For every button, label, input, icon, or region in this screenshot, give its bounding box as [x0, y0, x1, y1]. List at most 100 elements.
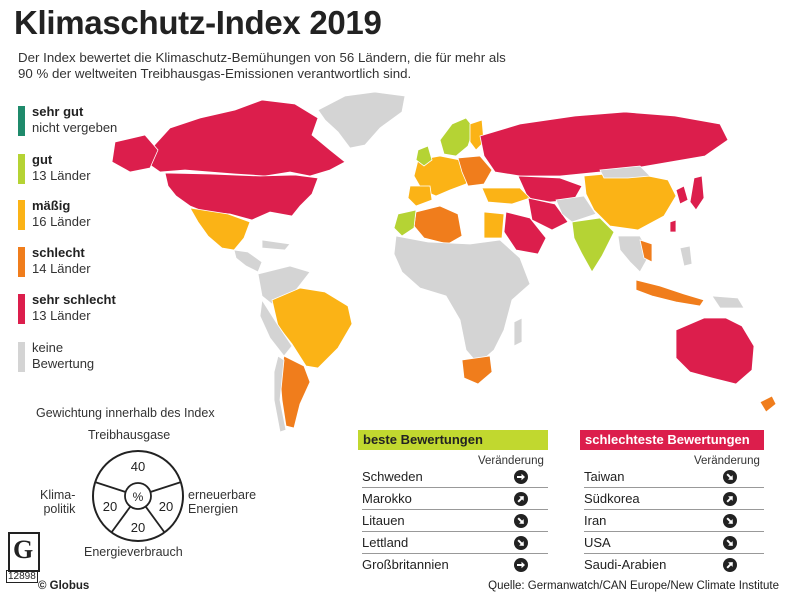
trend-arrow-icon	[723, 536, 737, 550]
legend-sublabel: 13 Länder	[32, 168, 91, 183]
region-philippines	[679, 245, 693, 267]
legend-swatch	[18, 106, 25, 136]
row-divider	[584, 531, 764, 532]
best-change-label: Veränderung	[478, 455, 544, 467]
region-chile	[273, 355, 287, 433]
region-indonesia	[635, 279, 705, 307]
region-japan	[689, 175, 705, 211]
region-brazil	[271, 287, 353, 369]
pie-center-label: %	[133, 490, 144, 504]
list-item: USA	[584, 532, 764, 554]
trend-arrow-icon	[514, 558, 528, 572]
trend-arrow-icon	[723, 558, 737, 572]
region-india	[571, 217, 615, 273]
pie-separator	[144, 505, 166, 533]
list-item: Litauen	[362, 510, 548, 532]
region-eastern-europe	[457, 155, 493, 187]
source-note: Quelle: Germanwatch/CAN Europe/New Clima…	[488, 580, 779, 592]
logo-letter: G	[13, 535, 34, 564]
list-item: Lettland	[362, 532, 548, 554]
weighting-label-treibhausgase: Treibhausgase	[88, 428, 171, 442]
pie-center	[124, 482, 152, 510]
row-divider	[362, 509, 548, 510]
trend-arrow-icon	[514, 470, 528, 484]
page-title: Klimaschutz-Index 2019	[14, 4, 382, 41]
trend-arrow-icon	[723, 514, 737, 528]
weighting-caption: Gewichtung innerhalb des Index	[36, 406, 215, 420]
page-subtitle: Der Index bewertet die Klimaschutz-Bemüh…	[18, 50, 506, 81]
legend-sublabel: Bewertung	[32, 356, 95, 371]
list-item: Saudi-Arabien	[584, 554, 764, 576]
list-item: Schweden	[362, 466, 548, 488]
row-divider	[362, 531, 548, 532]
country-name: USA	[584, 535, 611, 550]
weighting-label-line: Energien	[188, 502, 239, 516]
region-south-africa	[461, 355, 493, 385]
region-central-america	[233, 249, 263, 273]
worst-ratings-header: schlechteste Bewertungen	[580, 430, 764, 450]
region-saudi-arabia	[503, 211, 547, 255]
region-iran	[527, 197, 569, 231]
region-africa	[393, 235, 531, 365]
legend-sublabel: 14 Länder	[32, 261, 91, 276]
region-papua	[711, 295, 745, 309]
copyright: © Globus	[38, 580, 90, 592]
best-ratings-header: beste Bewertungen	[358, 430, 548, 450]
legend-swatch	[18, 200, 25, 230]
legend-swatch	[18, 294, 25, 324]
row-divider	[584, 487, 764, 488]
legend-sublabel: nicht vergeben	[32, 120, 118, 135]
legend-sublabel: 13 Länder	[32, 308, 91, 323]
legend-label: gut	[32, 152, 53, 167]
list-item: Südkorea	[584, 488, 764, 510]
list-item: Taiwan	[584, 466, 764, 488]
weighting-pie: 40 20 20 20 %	[92, 450, 184, 542]
region-new-zealand	[759, 395, 777, 413]
region-iberia	[407, 185, 433, 207]
country-name: Marokko	[362, 491, 412, 506]
legend-label: sehr schlecht	[32, 292, 116, 307]
region-alaska	[111, 134, 159, 173]
region-australia	[675, 317, 755, 385]
list-item: Marokko	[362, 488, 548, 510]
worst-change-label: Veränderung	[694, 455, 760, 467]
pie-value-energieverbrauch: 20	[131, 520, 145, 535]
country-name: Iran	[584, 513, 607, 528]
region-greenland	[317, 91, 406, 149]
pie-separator	[110, 505, 132, 533]
pie-separator	[94, 481, 126, 493]
region-mongolia	[599, 165, 651, 179]
legend-swatch	[18, 154, 25, 184]
weighting-label-energieverbrauch: Energieverbrauch	[84, 545, 183, 559]
country-name: Schweden	[362, 469, 423, 484]
region-uk	[415, 145, 433, 167]
region-caribbean	[261, 239, 291, 251]
pie-value-erneuerbare: 20	[159, 499, 173, 514]
graphic-number: 12898	[6, 570, 38, 583]
row-divider	[584, 553, 764, 554]
trend-arrow-icon	[723, 492, 737, 506]
weighting-label-klimapolitik: Klima- politik	[40, 488, 75, 516]
country-name: Litauen	[362, 513, 405, 528]
country-name: Saudi-Arabien	[584, 557, 667, 572]
region-turkey	[481, 187, 531, 205]
trend-arrow-icon	[514, 492, 528, 506]
region-central-asia	[555, 195, 597, 223]
region-taiwan	[669, 219, 677, 233]
country-name: Lettland	[362, 535, 409, 550]
region-thailand	[639, 239, 653, 263]
list-item: Großbritannien	[362, 554, 548, 576]
region-canada	[149, 99, 346, 177]
region-argentina	[279, 355, 311, 429]
globus-logo: G	[8, 532, 40, 572]
row-divider	[362, 553, 548, 554]
country-name: Taiwan	[584, 469, 625, 484]
weighting-label-line: erneuerbare	[188, 488, 257, 502]
region-algeria	[413, 205, 463, 245]
region-morocco	[393, 209, 417, 237]
legend-swatch	[18, 247, 25, 277]
trend-arrow-icon	[514, 514, 528, 528]
row-divider	[584, 509, 764, 510]
weighting-label-line: Klima-	[40, 488, 76, 502]
